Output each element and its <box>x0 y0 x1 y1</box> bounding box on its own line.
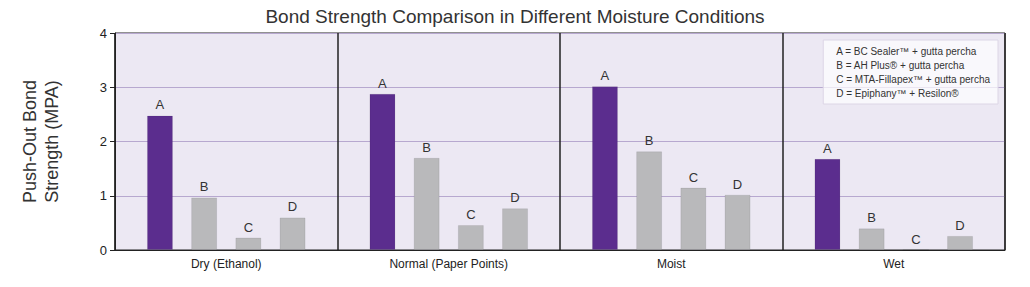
svg-text:4: 4 <box>100 26 107 41</box>
svg-text:C: C <box>466 207 475 222</box>
svg-text:B = AH Plus® + gutta percha: B = AH Plus® + gutta percha <box>836 60 964 71</box>
svg-text:D: D <box>288 199 297 214</box>
svg-text:3: 3 <box>100 80 107 95</box>
svg-text:2: 2 <box>100 134 107 149</box>
svg-text:B: B <box>422 140 431 155</box>
svg-text:D: D <box>733 177 742 192</box>
svg-text:A: A <box>601 68 610 83</box>
svg-text:A: A <box>823 141 832 156</box>
svg-text:C: C <box>911 232 920 247</box>
svg-text:1: 1 <box>100 188 107 203</box>
svg-text:Wet: Wet <box>883 257 905 271</box>
svg-text:Dry (Ethanol): Dry (Ethanol) <box>191 257 262 271</box>
svg-text:D: D <box>955 218 964 233</box>
svg-text:Bond Strength Comparison in Di: Bond Strength Comparison in Different Mo… <box>265 6 764 27</box>
svg-text:C: C <box>244 220 253 235</box>
svg-text:A: A <box>378 76 387 91</box>
svg-text:A: A <box>156 97 165 112</box>
svg-text:B: B <box>645 133 654 148</box>
svg-text:0: 0 <box>100 243 107 258</box>
svg-text:D = Epiphany™ + Resilon®: D = Epiphany™ + Resilon® <box>836 88 959 99</box>
svg-text:Strength (MPA): Strength (MPA) <box>42 80 62 203</box>
svg-text:Normal (Paper Points): Normal (Paper Points) <box>389 257 508 271</box>
svg-text:Push-Out Bond: Push-Out Bond <box>20 80 40 203</box>
svg-text:A = BC Sealer™ + gutta percha: A = BC Sealer™ + gutta percha <box>836 46 977 57</box>
svg-text:B: B <box>867 210 876 225</box>
svg-text:Moist: Moist <box>657 257 686 271</box>
svg-text:C = MTA-Fillapex™ + gutta perc: C = MTA-Fillapex™ + gutta percha <box>836 74 990 85</box>
svg-text:D: D <box>510 190 519 205</box>
svg-text:C: C <box>689 170 698 185</box>
svg-text:B: B <box>200 179 209 194</box>
